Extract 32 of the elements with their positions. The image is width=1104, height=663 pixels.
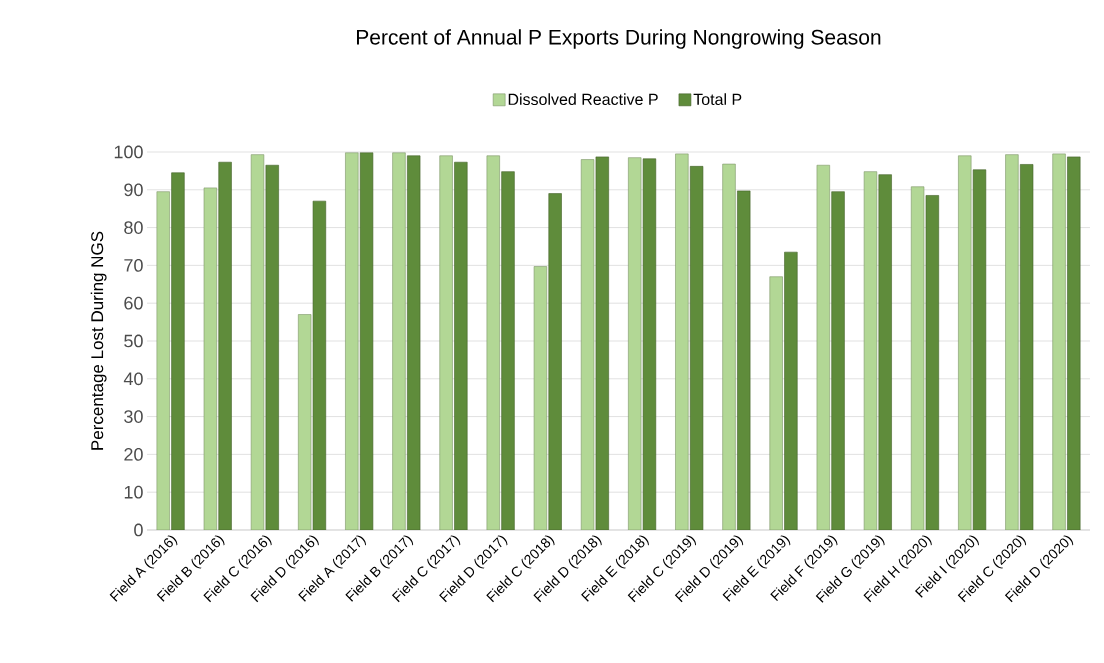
y-axis-title: Percentage Lost During NGS bbox=[90, 231, 107, 450]
legend-label: Dissolved Reactive P bbox=[508, 93, 658, 106]
bar bbox=[171, 172, 185, 530]
y-tick-label: 40 bbox=[123, 372, 143, 386]
bar bbox=[454, 161, 468, 530]
y-tick-label: 70 bbox=[124, 259, 143, 272]
y-tick-label: 100 bbox=[114, 145, 143, 159]
y-tick-label: 30 bbox=[124, 410, 143, 423]
bar bbox=[675, 153, 689, 530]
bar bbox=[878, 174, 892, 530]
y-tick-label: 50 bbox=[124, 334, 143, 348]
chart-title: Percent of Annual P Exports During Nongrowing Season bbox=[357, 29, 881, 49]
bar bbox=[784, 251, 798, 530]
bar bbox=[722, 163, 736, 530]
bar bbox=[1052, 153, 1066, 530]
bar bbox=[769, 276, 783, 530]
bar bbox=[831, 191, 845, 530]
bar bbox=[1067, 156, 1081, 530]
bar bbox=[548, 193, 562, 530]
legend-label: Total P bbox=[693, 93, 742, 106]
bar bbox=[439, 155, 453, 530]
bar bbox=[218, 161, 232, 530]
y-tick-label: 0 bbox=[134, 523, 143, 537]
y-tick-label: 90 bbox=[124, 183, 143, 197]
y-tick-label: 20 bbox=[124, 448, 143, 461]
bar bbox=[501, 171, 515, 530]
y-tick-label: 60 bbox=[124, 296, 143, 310]
y-tick-label: 10 bbox=[124, 485, 143, 499]
bar bbox=[392, 152, 406, 530]
y-tick-label: 80 bbox=[124, 221, 143, 234]
bar bbox=[345, 152, 359, 530]
bar bbox=[1005, 154, 1019, 530]
